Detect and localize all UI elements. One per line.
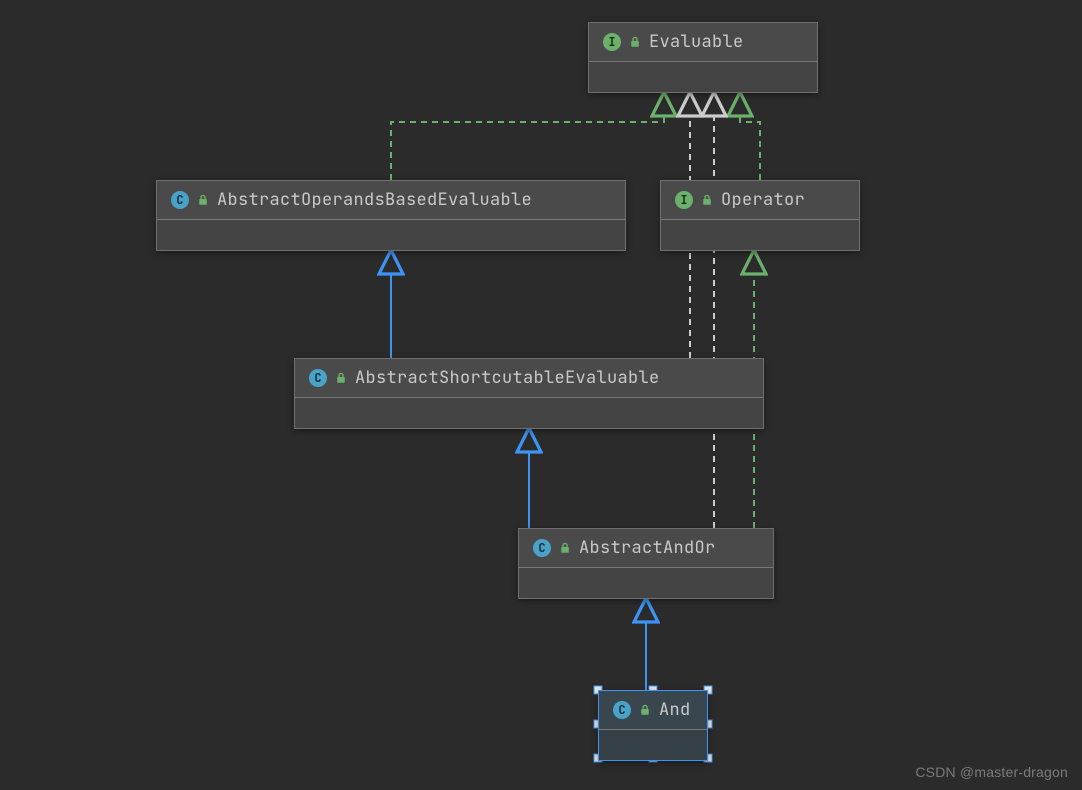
interface-badge-icon: I (603, 33, 621, 51)
node-header: C AbstractOperandsBasedEvaluable (157, 181, 625, 220)
node-label: AbstractAndOr (579, 537, 716, 559)
node-body (661, 220, 859, 250)
node-label: AbstractOperandsBasedEvaluable (217, 189, 532, 211)
node-header: C AbstractAndOr (519, 529, 773, 568)
class-badge-icon: C (309, 369, 327, 387)
node-body (589, 62, 817, 92)
node-header: C AbstractShortcutableEvaluable (295, 359, 763, 398)
lock-icon (701, 194, 713, 206)
class-node-evaluable[interactable]: I Evaluable (588, 22, 818, 93)
node-body (519, 568, 773, 598)
node-label: AbstractShortcutableEvaluable (355, 367, 660, 389)
node-label: Operator (721, 189, 805, 211)
node-label: Evaluable (649, 31, 744, 53)
lock-icon (197, 194, 209, 206)
lock-icon (559, 542, 571, 554)
edge-implementation (391, 94, 664, 180)
edge-implementation (740, 94, 760, 180)
node-body (599, 730, 707, 760)
class-node-shortcut[interactable]: C AbstractShortcutableEvaluable (294, 358, 764, 429)
class-node-operator[interactable]: I Operator (660, 180, 860, 251)
node-header: C And (599, 691, 707, 730)
class-node-andor[interactable]: C AbstractAndOr (518, 528, 774, 599)
diagram-canvas[interactable]: I Evaluable C AbstractOperandsBasedEvalu… (0, 0, 1082, 790)
watermark-text: CSDN @master-dragon (915, 764, 1068, 780)
class-badge-icon: C (613, 701, 631, 719)
node-body (295, 398, 763, 428)
node-body (157, 220, 625, 250)
class-node-abevaluable[interactable]: C AbstractOperandsBasedEvaluable (156, 180, 626, 251)
node-header: I Operator (661, 181, 859, 220)
lock-icon (639, 704, 651, 716)
interface-badge-icon: I (675, 191, 693, 209)
node-label: And (659, 699, 691, 721)
node-header: I Evaluable (589, 23, 817, 62)
class-badge-icon: C (533, 539, 551, 557)
lock-icon (629, 36, 641, 48)
class-badge-icon: C (171, 191, 189, 209)
class-node-and[interactable]: C And (598, 690, 708, 761)
lock-icon (335, 372, 347, 384)
